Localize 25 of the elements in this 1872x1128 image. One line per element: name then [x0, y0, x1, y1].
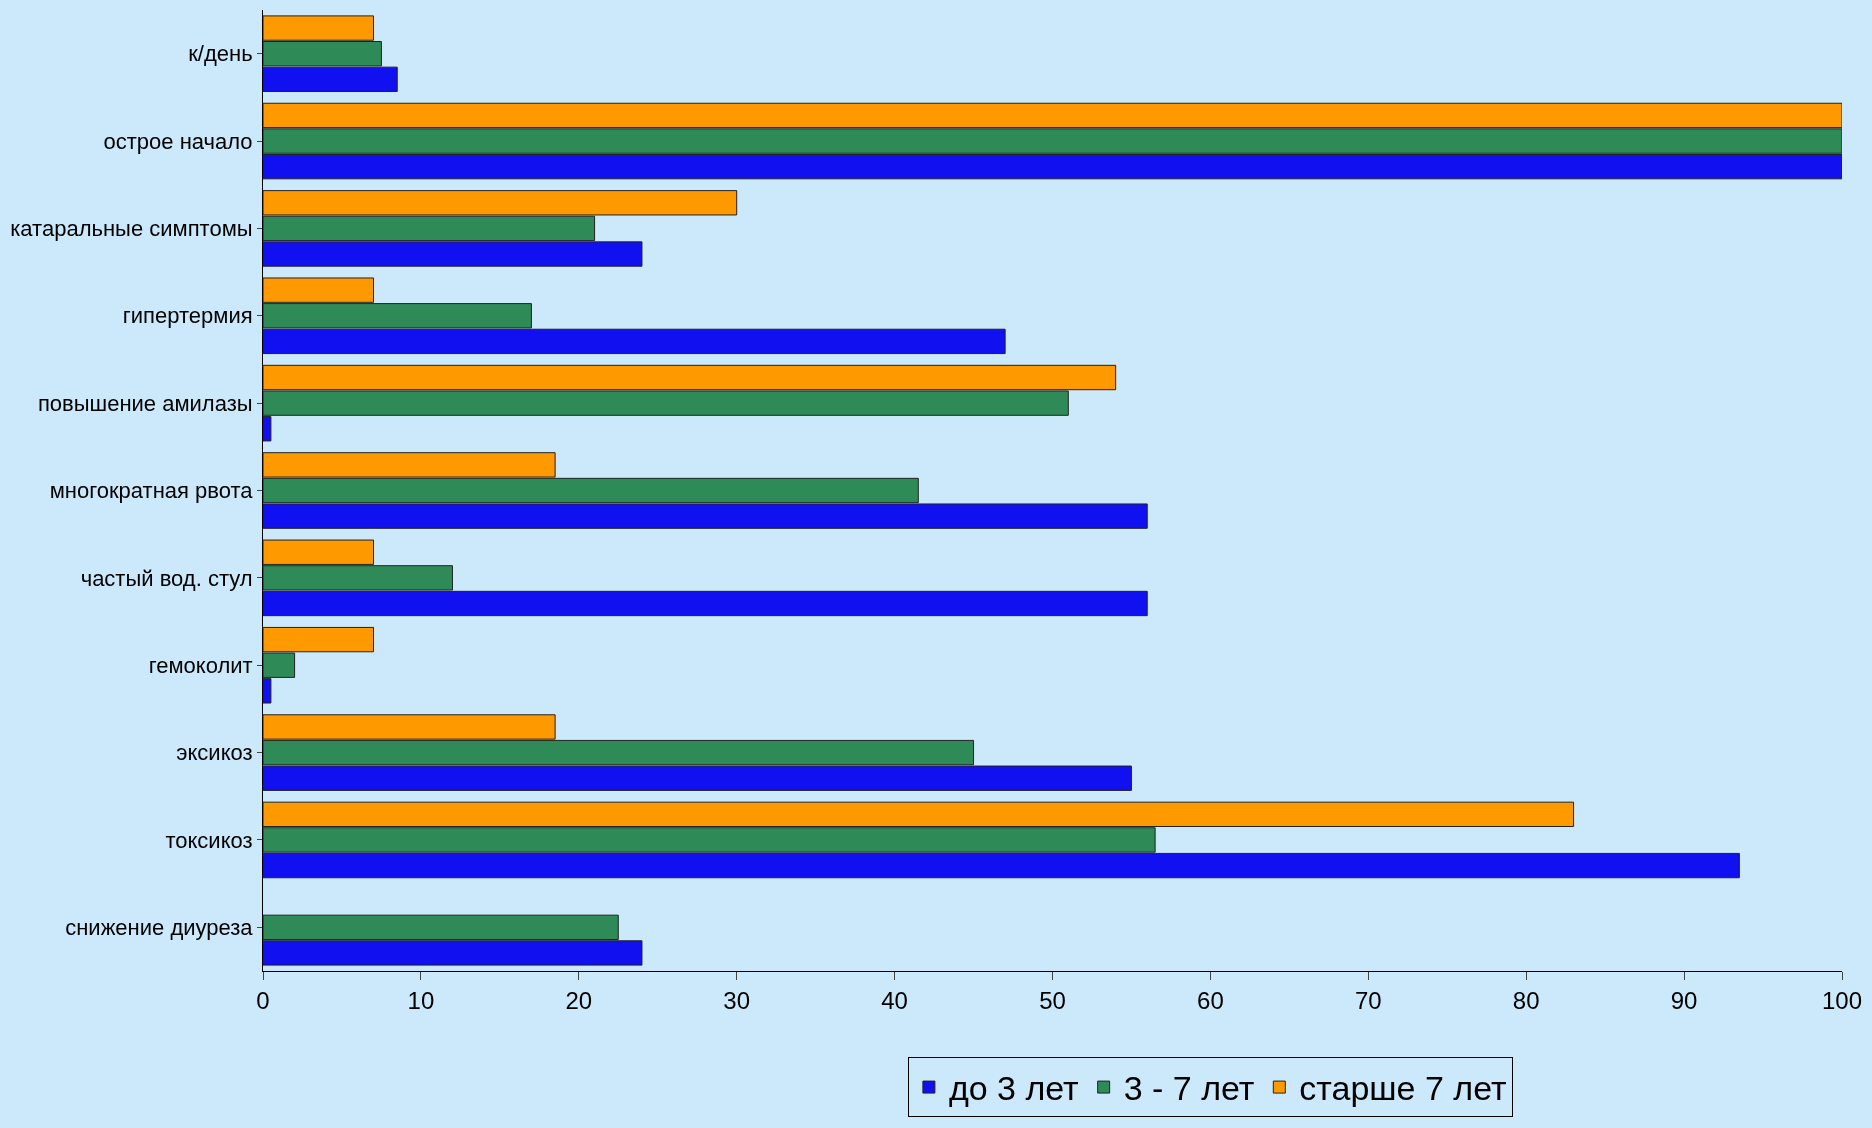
y-tick-label: снижение диуреза	[65, 915, 254, 941]
x-tick-label: 20	[565, 986, 593, 1014]
x-tick-label: 10	[407, 986, 435, 1014]
x-tick-label: 80	[1512, 986, 1540, 1014]
legend-label: старше 7 лет	[1299, 1069, 1507, 1108]
x-tick-label: 50	[1039, 986, 1066, 1014]
y-tick-label: токсикоз	[165, 827, 253, 853]
x-tick-label: 60	[1197, 986, 1224, 1014]
legend-label: 3 - 7 лет	[1123, 1069, 1255, 1108]
x-tick-label: 70	[1354, 986, 1382, 1014]
legend-label: до 3 лет	[948, 1069, 1079, 1108]
y-tick-label: к/день	[188, 41, 253, 67]
x-tick-label: 0	[256, 986, 270, 1014]
y-tick-label: эксикоз	[176, 740, 253, 766]
y-tick-label: гипертермия	[122, 303, 253, 329]
x-tick-label: 40	[881, 986, 908, 1014]
y-tick-label: катаральные симптомы	[10, 216, 253, 242]
x-tick-label: 90	[1670, 986, 1698, 1014]
y-tick-label: гемоколит	[148, 652, 253, 678]
y-tick-label: острое начало	[103, 128, 253, 154]
x-tick-label: 30	[723, 986, 751, 1014]
y-tick-label: частый вод. стул	[80, 565, 253, 591]
y-tick-label: повышение амилазы	[37, 390, 253, 416]
x-tick-label: 100	[1821, 986, 1863, 1014]
y-tick-label: многократная рвота	[49, 478, 254, 504]
